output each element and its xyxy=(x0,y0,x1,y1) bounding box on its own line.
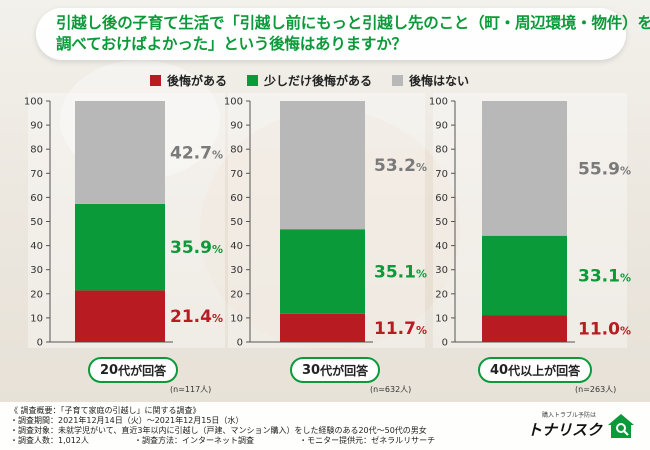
y-tick-label: 0 xyxy=(442,338,448,349)
y-tick-label: 30 xyxy=(30,265,43,276)
value-label: 11.7% xyxy=(374,319,427,339)
value-label: 21.4% xyxy=(170,307,223,327)
y-tick-label: 90 xyxy=(230,121,243,132)
chart-title: 引越し後の子育て生活で「引越し前にもっと引越し先のこと（町・周辺環境・物件）を … xyxy=(36,8,650,60)
logo-tagline: 購入トラブル予防は xyxy=(541,412,596,419)
legend-swatch xyxy=(392,75,404,86)
footer-line: ・調査対象：未就学児がいて、直近3年以内に引越し（戸建、マンション購入）をした経… xyxy=(10,426,427,435)
legend: 後悔がある 少しだけ後悔がある 後悔はない xyxy=(150,72,469,89)
y-tick-label: 90 xyxy=(435,121,448,132)
value-label: 35.9% xyxy=(170,238,223,258)
y-tick-label: 10 xyxy=(230,313,243,324)
stacked-bar-chart: 010203040506070809010021.4%35.9%42.7%010… xyxy=(23,96,631,349)
y-tick-label: 0 xyxy=(237,338,243,349)
logo-name: トナリスク xyxy=(526,421,602,439)
y-tick-label: 80 xyxy=(30,145,43,156)
y-tick-label: 60 xyxy=(435,193,448,204)
footer-line: 《 調査概要：「子育て家庭の引越し」に関する調査》 xyxy=(10,406,201,415)
y-tick-label: 40 xyxy=(230,241,243,252)
y-tick-label: 10 xyxy=(435,313,448,324)
sample-size-40s: (n=263人) xyxy=(575,385,617,394)
bar-segment xyxy=(482,101,567,236)
y-tick-label: 100 xyxy=(24,97,43,108)
value-label: 53.2% xyxy=(374,156,427,176)
value-label: 55.9% xyxy=(578,159,631,179)
legend-item: 後悔がある xyxy=(150,72,227,89)
y-tick-label: 20 xyxy=(30,289,43,300)
bar-segment xyxy=(280,229,365,314)
survey-footer: 《 調査概要：「子育て家庭の引越し」に関する調査》 ・調査期間：2021年12月… xyxy=(0,402,650,450)
legend-item: 少しだけ後悔がある xyxy=(247,72,372,89)
legend-label: 後悔がある xyxy=(167,74,228,88)
y-tick-label: 60 xyxy=(30,193,43,204)
footer-line: ・調査期間：2021年12月14日（火）～2021年12月15日（水） xyxy=(10,416,244,425)
y-tick-label: 80 xyxy=(230,145,243,156)
y-tick-label: 40 xyxy=(30,241,43,252)
bar-segment xyxy=(280,313,365,342)
value-label: 11.0% xyxy=(578,320,631,340)
legend-label: 後悔はない xyxy=(409,74,470,88)
bar-segment xyxy=(280,101,365,230)
y-tick-label: 80 xyxy=(435,145,448,156)
y-tick-label: 70 xyxy=(435,169,448,180)
footer-line: ・調査人数：1,012人 ・調査方法：インターネット調査 ・モニター提供元：ゼネ… xyxy=(10,436,642,446)
y-tick-label: 40 xyxy=(435,241,448,252)
y-tick-label: 100 xyxy=(429,97,448,108)
category-badge-40s: 40 代以上が回答 xyxy=(478,357,593,383)
bar-segment xyxy=(75,290,165,342)
value-label: 42.7% xyxy=(170,143,223,163)
value-label: 35.1% xyxy=(374,263,427,283)
category-badge-20s: 20 代が回答 xyxy=(88,357,179,383)
house-search-icon xyxy=(608,414,634,438)
footer-survey-size: ・調査人数：1,012人 xyxy=(10,436,89,445)
chart-title-line1: 引越し後の子育て生活で「引越し前にもっと引越し先のこと（町・周辺環境・物件）を xyxy=(56,14,650,32)
y-tick-label: 0 xyxy=(37,338,43,349)
legend-label: 少しだけ後悔がある xyxy=(264,74,373,88)
legend-swatch xyxy=(150,75,161,86)
brand-logo: 購入トラブル予防は トナリスク xyxy=(527,410,636,440)
bar-segment xyxy=(482,315,567,342)
bar-segment xyxy=(75,101,165,204)
y-tick-label: 70 xyxy=(230,169,243,180)
value-label: 33.1% xyxy=(578,267,631,287)
category-badge-30s: 30 代が回答 xyxy=(290,357,381,383)
y-tick-label: 100 xyxy=(224,97,243,108)
y-tick-label: 90 xyxy=(30,121,43,132)
y-tick-label: 30 xyxy=(435,265,448,276)
y-tick-label: 60 xyxy=(230,193,243,204)
bar-segment xyxy=(482,235,567,316)
sample-size-30s: (n=632人) xyxy=(370,385,412,394)
legend-item: 後悔はない xyxy=(392,72,469,89)
bar-segment xyxy=(75,203,165,291)
y-tick-label: 20 xyxy=(435,289,448,300)
y-tick-label: 10 xyxy=(30,313,43,324)
y-tick-label: 50 xyxy=(435,217,448,228)
sample-size-20s: (n=117人) xyxy=(170,385,212,394)
legend-swatch xyxy=(247,75,259,86)
chart-title-line2: 調べておけばよかった」という後悔はありますか？ xyxy=(56,35,407,53)
footer-survey-method: ・調査方法：インターネット調査 xyxy=(134,436,254,445)
footer-monitor: ・モニター提供元：ゼネラルリサーチ xyxy=(299,436,436,445)
y-tick-label: 20 xyxy=(230,289,243,300)
y-tick-label: 50 xyxy=(230,217,243,228)
y-tick-label: 30 xyxy=(230,265,243,276)
y-tick-label: 70 xyxy=(30,169,43,180)
y-tick-label: 50 xyxy=(30,217,43,228)
